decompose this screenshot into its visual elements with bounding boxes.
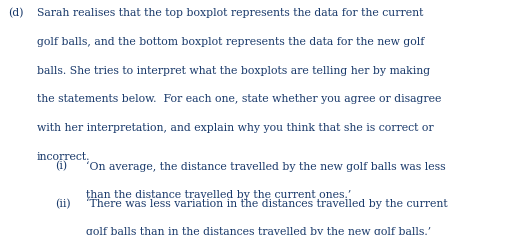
Text: golf balls than in the distances travelled by the new golf balls.’: golf balls than in the distances travell…	[86, 227, 431, 235]
Text: (i): (i)	[55, 161, 67, 171]
Text: than the distance travelled by the current ones.’: than the distance travelled by the curre…	[86, 190, 351, 200]
Text: balls. She tries to interpret what the boxplots are telling her by making: balls. She tries to interpret what the b…	[37, 66, 430, 76]
Text: with her interpretation, and explain why you think that she is correct or: with her interpretation, and explain why…	[37, 123, 433, 133]
Text: ‘There was less variation in the distances travelled by the current: ‘There was less variation in the distanc…	[86, 199, 448, 209]
Text: the statements below.  For each one, state whether you agree or disagree: the statements below. For each one, stat…	[37, 94, 441, 104]
Text: (ii): (ii)	[55, 199, 71, 209]
Text: Sarah realises that the top boxplot represents the data for the current: Sarah realises that the top boxplot repr…	[37, 8, 423, 18]
Text: golf balls, and the bottom boxplot represents the data for the new golf: golf balls, and the bottom boxplot repre…	[37, 37, 424, 47]
Text: (d): (d)	[8, 8, 24, 19]
Text: incorrect.: incorrect.	[37, 152, 90, 162]
Text: ‘On average, the distance travelled by the new golf balls was less: ‘On average, the distance travelled by t…	[86, 161, 446, 172]
